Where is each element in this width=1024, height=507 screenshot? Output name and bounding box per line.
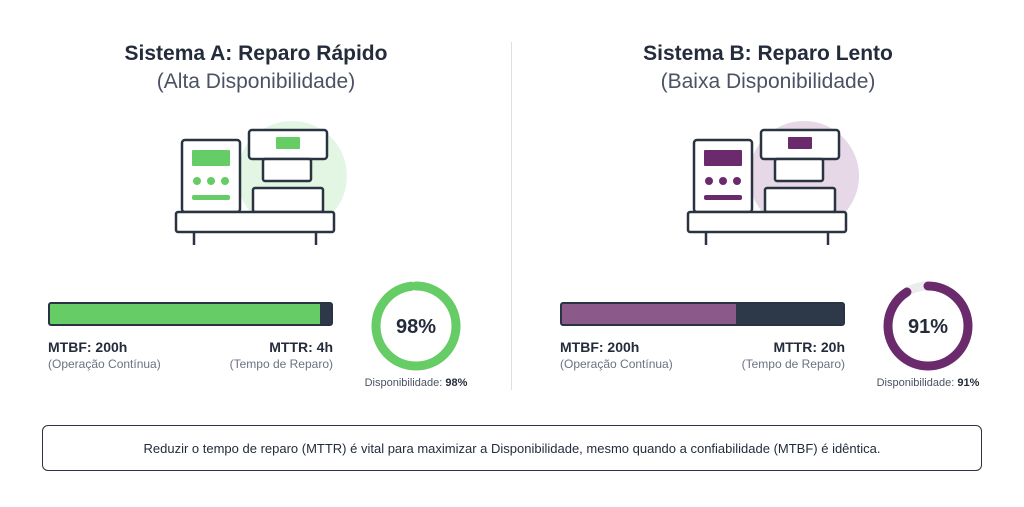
availability-caption-value-b: 91% [957,377,980,389]
mtbf-segment-b [562,304,737,324]
mttr-segment-a [319,304,331,324]
panel-divider [511,42,512,390]
availability-value-b: 91% [908,316,948,338]
machine-illustration-b [686,121,859,245]
conclusion-box: Reduzir o tempo de reparo (MTTR) é vital… [42,425,982,471]
availability-caption-value-a: 98% [445,377,468,389]
system-a-panel: Sistema A: Reparo Rápido (Alta Disponibi… [0,0,512,400]
availability-caption-label-b: Disponibilidade: [876,377,955,389]
availability-ring-b: 91% [883,281,973,371]
mtbf-label-b: MTBF: 200h [560,339,640,355]
availability-caption-label-a: Disponibilidade: [364,377,443,389]
availability-caption-a: Disponibilidade: 98% [355,377,477,389]
conclusion-text: Reduzir o tempo de reparo (MTTR) é vital… [143,440,881,456]
mttr-sub-a: (Tempo de Reparo) [229,357,333,371]
uptime-bar-b [560,302,845,326]
availability-ring-a: 98% [371,281,461,371]
system-a-title: Sistema A: Reparo Rápido [124,42,388,65]
mttr-segment-b [736,304,843,324]
machine-illustration-a [174,121,347,245]
mtbf-label-a: MTBF: 200h [48,339,128,355]
mttr-label-a: MTTR: 4h [269,339,333,355]
availability-caption-b: Disponibilidade: 91% [867,377,989,389]
system-a-subtitle: (Alta Disponibilidade) [156,70,356,93]
system-b-title: Sistema B: Reparo Lento [643,42,893,65]
uptime-bar-a [48,302,333,326]
system-b-subtitle: (Baixa Disponibilidade) [660,70,876,93]
mttr-label-b: MTTR: 20h [773,339,845,355]
mttr-sub-b: (Tempo de Reparo) [741,357,845,371]
availability-value-a: 98% [396,316,436,338]
mtbf-segment-a [50,304,320,324]
system-b-panel: Sistema B: Reparo Lento (Baixa Disponibi… [512,0,1024,400]
mtbf-sub-b: (Operação Contínua) [560,357,673,371]
mtbf-sub-a: (Operação Contínua) [48,357,161,371]
